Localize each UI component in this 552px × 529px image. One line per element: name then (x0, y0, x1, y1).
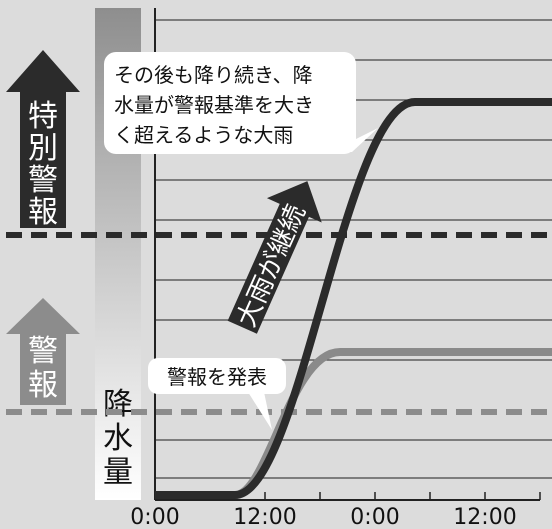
time-tick-label: 12:00 (233, 505, 296, 529)
warning-label-char: 警 (28, 334, 58, 369)
callout-pointer (248, 392, 272, 430)
time-tick-label: 12:00 (453, 505, 516, 529)
warning-up-arrow-icon (6, 298, 80, 405)
diagonal-arrow-icon (227, 181, 322, 334)
heavy-rain-callout: その後も降り続き、降 水量が警報基準を大き く超えるような大雨 (104, 52, 378, 154)
warning-issued-label: 警報を発表 (167, 365, 267, 389)
callout-line: その後も降り続き、降 (114, 63, 313, 87)
callout-line: 水量が警報基準を大き (114, 93, 314, 117)
rainfall-axis-label: 降 水 量 (103, 387, 133, 490)
callout-box (148, 358, 286, 394)
emergency-label-char: 別 (28, 131, 58, 166)
rainfall-label-char: 水 (103, 421, 133, 456)
warning-label: 警 報 (28, 334, 58, 403)
emergency-label-char: 警 (28, 163, 58, 198)
emergency-label-char: 報 (28, 195, 58, 230)
emergency-warning-up-arrow-icon (6, 50, 80, 228)
warning-label-char: 報 (28, 368, 58, 403)
rainfall-label-char: 量 (103, 455, 133, 490)
heavy-rainfall-curve (155, 98, 552, 499)
callout-box (104, 52, 356, 154)
time-tick-label: 0:00 (130, 505, 179, 529)
callout-line: く超えるような大雨 (114, 123, 293, 147)
time-axis-labels: 0:00 12:00 0:00 12:00 (130, 505, 516, 529)
emergency-label-char: 特 (28, 99, 58, 134)
rainfall-label-char: 降 (103, 387, 133, 422)
warning-issued-callout: 警報を発表 (148, 358, 286, 430)
time-tick-label: 0:00 (350, 505, 399, 529)
emergency-warning-label: 特 別 警 報 (28, 99, 58, 230)
